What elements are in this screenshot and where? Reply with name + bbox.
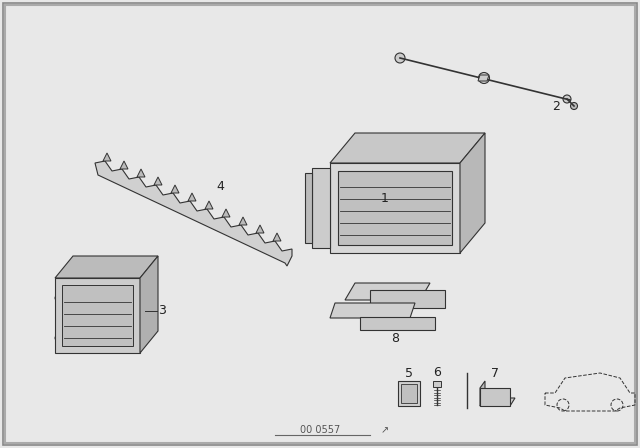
Circle shape [563, 95, 571, 103]
Polygon shape [273, 233, 281, 241]
Polygon shape [95, 161, 292, 266]
Polygon shape [222, 209, 230, 217]
Text: 5: 5 [405, 366, 413, 379]
Polygon shape [330, 163, 460, 253]
Polygon shape [398, 381, 420, 406]
Polygon shape [137, 169, 145, 177]
Polygon shape [188, 193, 196, 201]
Text: ↗: ↗ [381, 425, 389, 435]
Polygon shape [205, 201, 213, 209]
Polygon shape [330, 303, 415, 318]
Polygon shape [305, 173, 312, 243]
Polygon shape [345, 283, 430, 300]
Polygon shape [338, 171, 452, 245]
Polygon shape [171, 185, 179, 193]
Text: 00 0557: 00 0557 [300, 425, 340, 435]
Circle shape [479, 73, 490, 83]
Text: 3: 3 [158, 304, 166, 317]
Polygon shape [480, 388, 510, 406]
Polygon shape [55, 256, 158, 278]
Text: 8: 8 [391, 332, 399, 345]
Polygon shape [312, 168, 330, 248]
Circle shape [570, 103, 577, 109]
Polygon shape [433, 381, 441, 387]
Polygon shape [154, 177, 162, 185]
Polygon shape [256, 225, 264, 233]
Polygon shape [480, 381, 485, 406]
Polygon shape [360, 317, 435, 330]
Polygon shape [480, 398, 515, 406]
Polygon shape [478, 75, 489, 81]
Polygon shape [62, 285, 133, 346]
Text: 6: 6 [433, 366, 441, 379]
Polygon shape [103, 153, 111, 161]
FancyBboxPatch shape [5, 5, 635, 443]
Polygon shape [330, 133, 485, 163]
Polygon shape [55, 278, 140, 353]
Polygon shape [370, 290, 445, 308]
Polygon shape [140, 256, 158, 353]
Polygon shape [401, 384, 417, 403]
Text: 7: 7 [491, 366, 499, 379]
Circle shape [395, 53, 405, 63]
Text: 2: 2 [552, 99, 560, 112]
Polygon shape [120, 161, 128, 169]
Text: 1: 1 [381, 191, 389, 204]
Polygon shape [460, 133, 485, 253]
Text: 4: 4 [216, 180, 224, 193]
Polygon shape [239, 217, 247, 225]
